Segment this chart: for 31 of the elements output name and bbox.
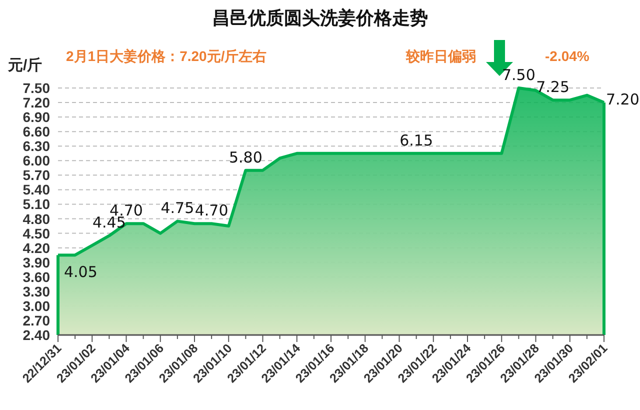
y-tick-label: 2.40 xyxy=(22,327,50,343)
y-tick-label: 2.70 xyxy=(22,312,50,328)
y-tick-label: 3.30 xyxy=(22,283,50,300)
text: 2月1日大姜价格：7.20元/斤左右 xyxy=(66,48,267,64)
data-label: 7.20 xyxy=(606,90,640,109)
data-label: 7.50 xyxy=(502,66,536,84)
y-tick-label: 3.60 xyxy=(22,268,50,285)
data-label: 4.05 xyxy=(64,263,98,282)
text: -2.04% xyxy=(545,48,590,64)
y-tick-label: 3.90 xyxy=(22,254,50,270)
y-tick-label: 7.20 xyxy=(22,94,50,111)
y-tick-label: 6.60 xyxy=(22,124,50,140)
y-axis-title: 元/斤 xyxy=(7,57,42,74)
data-label: 6.15 xyxy=(400,131,434,150)
data-label: 4.70 xyxy=(194,202,228,220)
y-tick-label: 6.30 xyxy=(22,138,50,154)
text: 较昨日偏弱 xyxy=(405,48,476,64)
y-tick-label: 3.00 xyxy=(22,298,50,314)
data-label: 7.25 xyxy=(536,78,570,96)
y-tick-label: 7.50 xyxy=(22,80,50,96)
data-label: 4.75 xyxy=(160,199,194,218)
y-tick-label: 4.50 xyxy=(22,225,50,242)
chart-title: 昌邑优质圆头洗姜价格走势 xyxy=(212,7,428,28)
y-tick-label: 5.40 xyxy=(22,182,50,198)
y-tick-label: 5.10 xyxy=(22,196,50,212)
y-tick-label: 6.00 xyxy=(22,152,50,169)
y-tick-label: 4.80 xyxy=(22,210,50,227)
y-tick-label: 4.20 xyxy=(22,240,50,256)
y-tick-label: 6.90 xyxy=(22,109,50,126)
data-label: 5.80 xyxy=(228,148,262,166)
y-tick-label: 5.70 xyxy=(22,167,50,184)
